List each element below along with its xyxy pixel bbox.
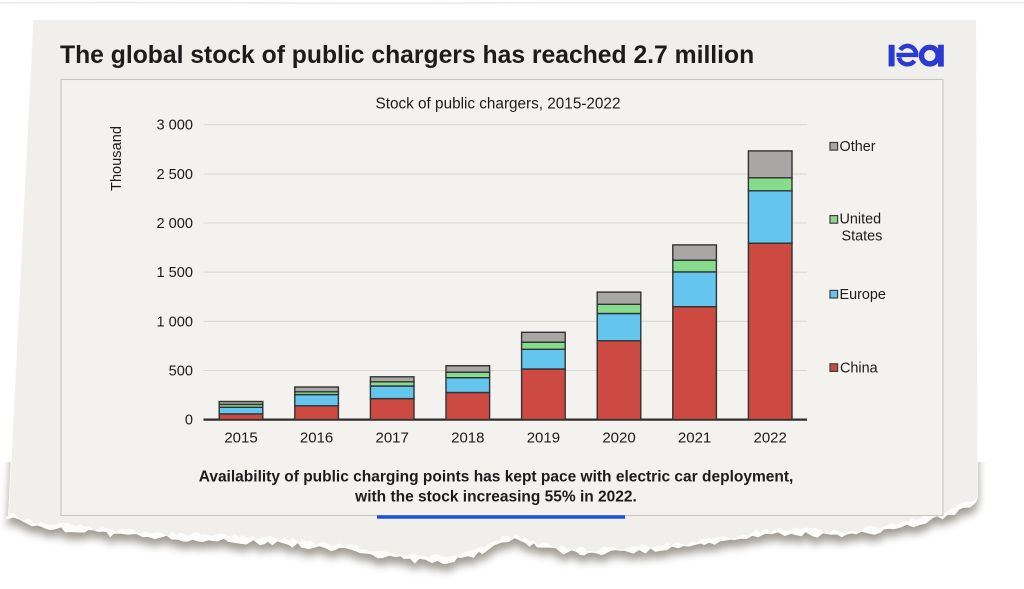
svg-text:2022: 2022 [754, 430, 787, 447]
svg-text:1 500: 1 500 [156, 265, 193, 281]
svg-text:with the stock increasing 55%: with the stock increasing 55% in 2022. [354, 489, 637, 506]
svg-text:3 000: 3 000 [156, 118, 193, 134]
svg-text:2016: 2016 [300, 430, 333, 447]
svg-text:China: China [840, 361, 878, 377]
svg-text:Europe: Europe [840, 287, 886, 303]
svg-text:Stock of public chargers, 2015: Stock of public chargers, 2015-2022 [376, 96, 621, 113]
svg-text:Other: Other [840, 139, 876, 155]
svg-text:2015: 2015 [224, 430, 257, 447]
svg-text:2 000: 2 000 [156, 216, 193, 232]
svg-text:Thousand: Thousand [109, 126, 125, 191]
svg-text:Availability of public chargin: Availability of public charging points h… [199, 469, 794, 486]
svg-text:2 500: 2 500 [156, 167, 193, 183]
svg-text:2017: 2017 [376, 430, 409, 447]
svg-text:States: States [842, 229, 883, 245]
svg-text:2019: 2019 [527, 430, 560, 447]
svg-text:United: United [840, 212, 882, 228]
svg-text:2021: 2021 [678, 430, 711, 447]
svg-text:500: 500 [169, 364, 193, 380]
svg-text:0: 0 [185, 413, 193, 429]
svg-text:2018: 2018 [451, 430, 484, 447]
svg-text:The global stock of public cha: The global stock of public chargers has … [60, 42, 754, 69]
svg-text:2020: 2020 [602, 430, 635, 447]
svg-text:1 000: 1 000 [156, 314, 193, 330]
